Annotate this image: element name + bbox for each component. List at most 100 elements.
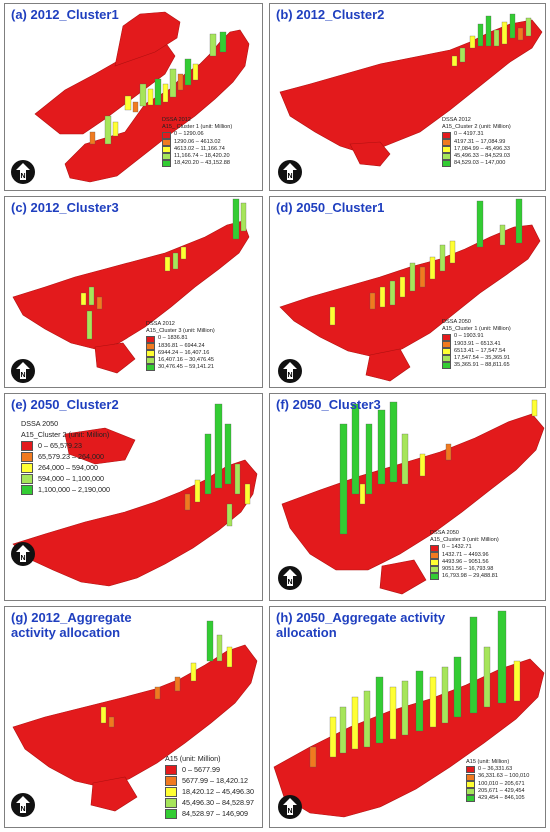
north-arrow-icon: N <box>11 542 35 566</box>
legend-subtitle: A15_Cluster 1 (unit: Million) <box>442 326 511 333</box>
legend-item: 84,528.97 – 146,909 <box>165 808 254 819</box>
svg-text:N: N <box>287 579 292 586</box>
svg-text:N: N <box>287 808 292 815</box>
legend-item: 205,671 – 429,454 <box>466 788 529 795</box>
legend-subtitle: A15 (unit: Million) <box>466 759 510 765</box>
activity-bars <box>339 399 538 535</box>
svg-text:N: N <box>20 173 25 180</box>
panel-title: (a) 2012_Cluster1 <box>11 7 119 22</box>
legend-title: DSSA 2012 <box>162 117 191 123</box>
map-panel-2012-aggregate: (g) 2012_Aggregate activity allocation A… <box>4 606 263 828</box>
legend-item: 65,579.23 – 264,000 <box>21 451 110 462</box>
legend-item: 16,407.16 – 30,476.45 <box>146 357 215 365</box>
legend-item: 0 – 36,331.63 <box>466 766 529 774</box>
legend-item: 594,000 – 1,100,000 <box>21 473 110 484</box>
choropleth-map <box>12 198 250 374</box>
legend-subtitle: A15_Cluster 3 (unit: Million) <box>430 537 499 544</box>
map-legend: A15 (unit: Million) 0 – 5677.99 5677.99 … <box>165 753 254 819</box>
legend-item: 9051.56 – 16,793.98 <box>430 566 499 574</box>
choropleth-map <box>12 403 258 587</box>
legend-item: 429,454 – 846,105 <box>466 795 529 803</box>
legend-item: 1432.71 – 4493.96 <box>430 552 499 559</box>
legend-item: 18,420.12 – 45,496.30 <box>165 786 254 797</box>
activity-bars <box>451 13 532 67</box>
legend-title: DSSA 2012 <box>442 117 471 123</box>
north-arrow-icon: N <box>11 793 35 817</box>
legend-item: 18,420.20 – 43,152.88 <box>162 160 232 168</box>
map-panel-2050-cluster3: (f) 2050_Cluster3 DSSA 2050 A15_Cluster … <box>269 393 546 601</box>
legend-item: 4493.96 – 9051.56 <box>430 559 499 566</box>
legend-item: 1,100,000 – 2,190,000 <box>21 484 110 495</box>
legend-item: 17,547.54 – 35,365.91 <box>442 355 511 363</box>
legend-item: 11,166.74 – 18,420.20 <box>162 153 232 161</box>
legend-subtitle: A15_Cluster 2 (unit: Million) <box>442 124 511 131</box>
panel-title: (c) 2012_Cluster3 <box>11 200 119 215</box>
legend-item: 0 – 5677.99 <box>165 764 254 775</box>
legend-title: DSSA 2050 <box>442 319 471 325</box>
choropleth-map <box>273 610 545 818</box>
svg-text:N: N <box>287 173 292 180</box>
choropleth-map <box>34 11 250 183</box>
map-panel-2050-cluster2: (e) 2050_Cluster2 DSSA 2050 A15_Cluster … <box>4 393 263 601</box>
legend-item: 45,496.30 – 84,528.97 <box>165 797 254 808</box>
map-legend: DSSA 2012 A15_ Cluster 1 (unit: Million)… <box>162 117 233 168</box>
legend-item: 17,084.99 – 45,496.33 <box>442 146 511 153</box>
svg-text:N: N <box>20 372 25 379</box>
legend-item: 0 – 65,579.23 <box>21 440 110 451</box>
choropleth-map <box>12 620 258 812</box>
north-arrow-icon: N <box>11 160 35 184</box>
choropleth-map <box>279 13 543 167</box>
legend-subtitle: A15_ Cluster 1 (unit: Million) <box>162 124 233 131</box>
activity-bars <box>184 403 251 527</box>
north-arrow-icon: N <box>278 160 302 184</box>
legend-subtitle: A15_Cluster 2 (unit: Million) <box>21 430 110 439</box>
map-legend: DSSA 2050 A15_Cluster 1 (unit: Million) … <box>442 319 511 370</box>
legend-item: 0 – 1836.81 <box>146 335 215 343</box>
legend-item: 5677.99 – 18,420.12 <box>165 775 254 786</box>
activity-bars <box>329 198 523 326</box>
legend-item: 100,010 – 205,671 <box>466 781 529 788</box>
svg-text:N: N <box>20 806 25 813</box>
legend-title: DSSA 2050 <box>21 419 59 428</box>
panel-title: (e) 2050_Cluster2 <box>11 397 119 412</box>
legend-item: 1836.81 – 6944.24 <box>146 343 215 350</box>
legend-item: 264,000 – 594,000 <box>21 462 110 473</box>
panel-title: (d) 2050_Cluster1 <box>276 200 385 215</box>
legend-item: 0 – 1903.91 <box>442 333 511 341</box>
legend-item: 36,331.63 – 100,010 <box>466 773 529 781</box>
map-legend: DSSA 2012 A15_Cluster 3 (unit: Million) … <box>146 321 215 372</box>
map-legend: DSSA 2050 A15_Cluster 2 (unit: Million) … <box>21 418 110 495</box>
legend-item: 6513.41 – 17,547.54 <box>442 348 511 355</box>
map-panel-2012-cluster1: (a) 2012_Cluster1 DSSA 2012 A15_ Cluster… <box>4 3 263 191</box>
legend-item: 30,476.45 – 59,141.21 <box>146 364 215 372</box>
activity-bars <box>309 610 521 768</box>
activity-bars <box>100 620 233 728</box>
legend-item: 0 – 1432.71 <box>430 544 499 552</box>
legend-item: 0 – 1290.06 <box>162 131 232 139</box>
legend-item: 0 – 4197.31 <box>442 131 511 139</box>
legend-item: 4613.02 – 11,166.74 <box>162 146 232 153</box>
map-panel-2012-cluster2: (b) 2012_Cluster2 DSSA 2012 A15_Cluster … <box>269 3 546 191</box>
svg-text:N: N <box>20 555 25 562</box>
map-legend: DSSA 2012 A15_Cluster 2 (unit: Million) … <box>442 117 511 168</box>
legend-item: 4197.31 – 17,084.99 <box>442 139 511 146</box>
legend-item: 1290.06 – 4613.02 <box>162 139 232 146</box>
panel-title: (b) 2012_Cluster2 <box>276 7 385 22</box>
north-arrow-icon: N <box>278 795 302 819</box>
activity-bars <box>80 198 247 340</box>
legend-subtitle: A15_Cluster 3 (unit: Million) <box>146 328 215 335</box>
legend-item: 45,496.33 – 84,529.03 <box>442 153 511 161</box>
activity-bars <box>89 31 227 145</box>
svg-text:N: N <box>287 372 292 379</box>
map-legend: DSSA 2050 A15_Cluster 3 (unit: Million) … <box>430 530 499 581</box>
map-panel-2050-cluster1: (d) 2050_Cluster1 DSSA 2050 A15_Cluster … <box>269 196 546 388</box>
legend-subtitle: A15 (unit: Million) <box>165 754 221 763</box>
north-arrow-icon: N <box>11 359 35 383</box>
panel-title: (f) 2050_Cluster3 <box>276 397 381 412</box>
legend-item: 35,365.91 – 88,811.65 <box>442 362 511 370</box>
map-panel-2050-aggregate: (h) 2050_Aggregate activity allocation A… <box>269 606 546 828</box>
panel-title: (g) 2012_Aggregate activity allocation <box>11 610 132 640</box>
legend-item: 6944.24 – 16,407.16 <box>146 350 215 357</box>
north-arrow-icon: N <box>278 566 302 590</box>
choropleth-map <box>281 399 545 595</box>
